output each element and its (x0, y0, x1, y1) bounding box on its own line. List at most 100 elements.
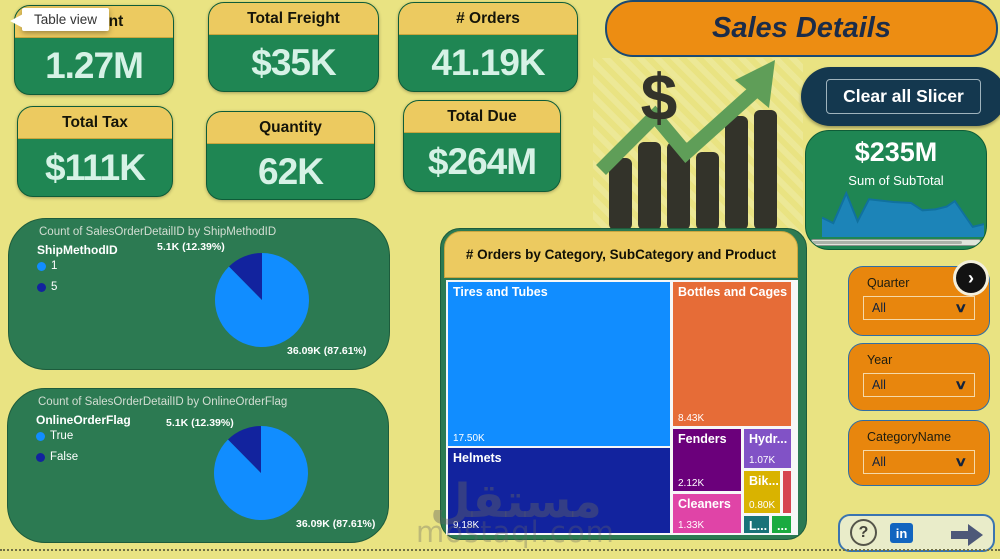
legend-label: 5 (51, 281, 58, 293)
kpi-value: $264M (427, 141, 537, 182)
svg-text:$: $ (641, 60, 678, 134)
treemap-tile[interactable]: Hydr... 1.07K (744, 429, 791, 468)
treemap-tile-label: Bik... (749, 474, 779, 488)
dollar-growth-chart-icon: $ (596, 60, 777, 230)
treemap-tile[interactable]: Fenders 2.12K (673, 429, 741, 491)
treemap-title: # Orders by Category, SubCategory and Pr… (444, 231, 798, 278)
linkedin-button[interactable]: in (890, 523, 913, 543)
chevron-down-icon: ∨ (954, 454, 968, 469)
kpi-card-quantity: Quantity 62K (206, 111, 375, 200)
treemap-tile[interactable] (783, 471, 791, 513)
kpi-label: Total Tax (18, 107, 172, 139)
legend-item[interactable]: 1 (37, 260, 57, 272)
treemap-tile[interactable]: Cleaners 1.33K (673, 494, 741, 533)
treemap-card: # Orders by Category, SubCategory and Pr… (440, 228, 807, 540)
legend-dot (36, 431, 45, 441)
legend-label: False (50, 451, 79, 463)
treemap-tile[interactable]: ... (772, 516, 791, 533)
legend-label: 1 (51, 260, 58, 272)
pie-data-label: 36.09K (87.61%) (287, 345, 367, 357)
quarter-dropdown[interactable]: All ∨ (863, 296, 975, 320)
subtotal-label: Sum of SubTotal (848, 173, 944, 188)
treemap-tile[interactable]: Tires and Tubes 17.50K (448, 282, 670, 446)
legend-item[interactable]: False (36, 451, 78, 463)
slicer-label: Year (867, 353, 893, 367)
kpi-value: 41.19K (431, 42, 545, 83)
legend-item[interactable]: True (36, 430, 73, 442)
sparkline-chart (822, 191, 984, 237)
linkedin-icon: in (895, 525, 908, 541)
pie-slice[interactable] (213, 426, 308, 520)
treemap-tile-label: Helmets (453, 451, 502, 465)
watermark-arabic: مستقل (430, 474, 602, 529)
footer-icons-bar: ? in (838, 514, 995, 552)
table-view-tooltip: Table view (10, 8, 110, 31)
kpi-card-total-due: Total Due $264M (403, 100, 561, 192)
legend-dot (37, 261, 46, 271)
pie-data-label: 5.1K (12.39%) (166, 417, 234, 429)
kpi-value: 62K (258, 150, 324, 192)
pie-card-shipmethod: Count of SalesOrderDetailID by ShipMetho… (8, 218, 390, 370)
treemap-tile[interactable]: L... (744, 516, 769, 533)
treemap-tile-label: Bottles and Cages (678, 285, 788, 299)
tooltip-arrow (10, 14, 23, 28)
question-mark-icon: ? (858, 523, 869, 541)
categoryname-dropdown[interactable]: All ∨ (863, 450, 975, 474)
chart-title: Count of SalesOrderDetailID by ShipMetho… (39, 226, 277, 238)
pie-slice[interactable] (229, 253, 262, 300)
pie-chart (213, 426, 308, 520)
legend-dot (37, 282, 46, 292)
pie-slice[interactable] (228, 426, 261, 473)
chevron-right-icon: › (968, 268, 974, 288)
treemap-tile-label: Fenders (678, 432, 727, 446)
scrollbar-thumb[interactable] (812, 241, 962, 244)
kpi-value: $35K (251, 42, 336, 83)
treemap-tile-value: 2.12K (678, 478, 705, 489)
treemap-tile-value: 0.80K (749, 500, 776, 511)
dollar-growth-icon: $ (593, 58, 803, 236)
dropdown-value: All (872, 455, 886, 469)
kpi-value: $111K (45, 146, 146, 188)
treemap-tile-value: 1.33K (678, 520, 705, 531)
forward-arrow-button[interactable] (951, 524, 983, 546)
horizontal-scrollbar[interactable] (810, 239, 982, 246)
kpi-label: # Orders (399, 3, 577, 35)
pie-card-onlineorderflag: Count of SalesOrderDetailID by OnlineOrd… (7, 388, 389, 543)
legend-dot (36, 452, 45, 462)
help-button[interactable]: ? (850, 519, 877, 546)
treemap-tile[interactable]: Bottles and Cages 8.43K (673, 282, 791, 426)
treemap-tile-label: ... (777, 519, 788, 533)
next-arrow-button[interactable]: › (956, 263, 986, 293)
legend-title: OnlineOrderFlag (36, 413, 131, 427)
kpi-card-orders: # Orders 41.19K (398, 2, 578, 92)
watermark-latin: mostaql.com (416, 515, 615, 549)
kpi-label: Quantity (207, 112, 374, 144)
treemap-tile[interactable]: Bik... 0.80K (744, 471, 780, 513)
tooltip-text: Table view (34, 12, 98, 27)
kpi-value: 1.27M (45, 45, 144, 86)
slicer-categoryname: CategoryName All ∨ (848, 420, 990, 486)
year-dropdown[interactable]: All ∨ (863, 373, 975, 397)
slicer-label: CategoryName (867, 430, 952, 444)
pie-slice[interactable] (214, 253, 309, 347)
treemap: Tires and Tubes 17.50K Helmets 9.18K Bottles… (446, 280, 798, 535)
treemap-tile-value: 1.07K (749, 455, 776, 466)
treemap-tile-label: Tires and Tubes (453, 285, 548, 299)
chevron-down-icon: ∨ (954, 300, 968, 315)
legend-title: ShipMethodID (37, 243, 118, 257)
subtotal-value: $235M (854, 137, 938, 167)
page-edge-dotted-line (0, 549, 1000, 551)
clear-all-slicer-button[interactable]: Clear all Slicer (801, 67, 1000, 126)
subtotal-card: $235M Sum of SubTotal (805, 130, 987, 250)
slicer-year: Year All ∨ (848, 343, 990, 411)
pie-chart (214, 253, 309, 347)
dropdown-value: All (872, 378, 886, 392)
legend-item[interactable]: 5 (37, 281, 57, 293)
pie-data-label: 5.1K (12.39%) (157, 241, 225, 253)
chevron-down-icon: ∨ (954, 377, 968, 392)
treemap-tile-label: Hydr... (749, 432, 788, 446)
dropdown-value: All (872, 301, 886, 315)
treemap-tile[interactable]: Helmets 9.18K (448, 448, 670, 533)
treemap-tile-label: L... (749, 519, 768, 533)
